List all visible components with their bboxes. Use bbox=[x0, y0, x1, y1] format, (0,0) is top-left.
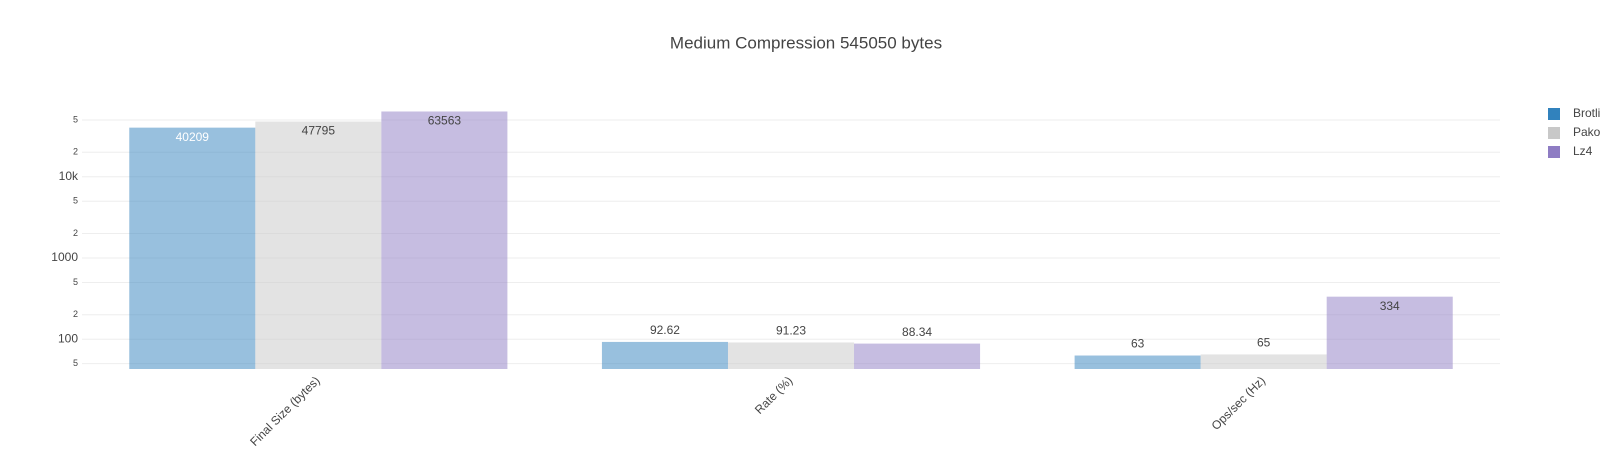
y-tick-label: 5 bbox=[73, 114, 78, 124]
bar bbox=[255, 121, 382, 370]
value-label: 88.34 bbox=[902, 325, 932, 339]
y-tick-label: 5 bbox=[73, 196, 78, 206]
value-label: 91.23 bbox=[776, 324, 806, 338]
bar bbox=[129, 127, 256, 369]
y-tick-label: 1000 bbox=[51, 250, 78, 264]
y-tick-label: 5 bbox=[73, 277, 78, 287]
bar bbox=[1074, 355, 1201, 369]
value-label: 47795 bbox=[302, 124, 336, 138]
value-label: 40209 bbox=[176, 130, 210, 144]
bar bbox=[381, 111, 508, 369]
x-tick-label: Rate (%) bbox=[752, 373, 795, 416]
legend-swatch bbox=[1548, 146, 1560, 158]
bar bbox=[727, 342, 855, 369]
y-tick-label: 2 bbox=[73, 228, 78, 238]
chart-title: Medium Compression 545050 bytes bbox=[670, 33, 942, 52]
bar bbox=[1326, 296, 1453, 369]
value-label: 92.62 bbox=[650, 323, 680, 337]
value-label: 63563 bbox=[428, 114, 462, 128]
legend-label: Lz4 bbox=[1573, 144, 1593, 158]
bar bbox=[854, 343, 981, 369]
legend-swatch bbox=[1548, 108, 1560, 120]
value-label: 63 bbox=[1131, 337, 1145, 351]
bar bbox=[1200, 354, 1327, 369]
y-tick-label: 2 bbox=[73, 147, 78, 157]
legend-label: Brotli bbox=[1573, 106, 1600, 120]
value-label: 65 bbox=[1257, 336, 1271, 350]
y-tick-label: 10k bbox=[59, 169, 79, 183]
y-tick-label: 5 bbox=[73, 358, 78, 368]
y-tick-label: 2 bbox=[73, 309, 78, 319]
value-label: 334 bbox=[1380, 299, 1400, 313]
legend-swatch bbox=[1548, 127, 1560, 139]
x-tick-label: Ops/sec (Hz) bbox=[1209, 373, 1268, 432]
bar bbox=[601, 341, 728, 369]
x-tick-label: Final Size (bytes) bbox=[247, 373, 322, 448]
legend-label: Pako bbox=[1573, 125, 1601, 139]
y-tick-label: 100 bbox=[58, 331, 78, 345]
